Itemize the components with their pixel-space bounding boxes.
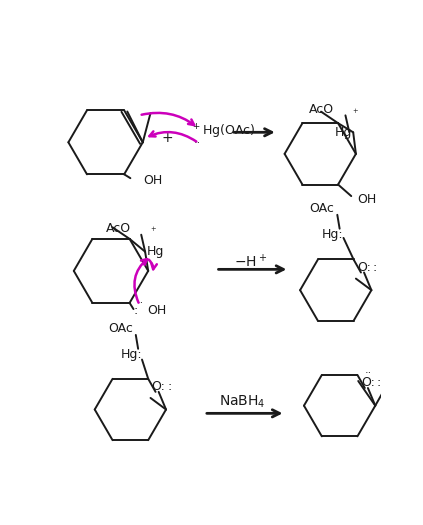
Text: ··: ··: [193, 138, 201, 148]
Text: ··: ··: [137, 298, 144, 308]
Text: +: +: [162, 131, 173, 145]
Text: :: :: [376, 376, 381, 389]
Text: NaBH$_4$: NaBH$_4$: [220, 394, 266, 410]
Text: $^+$Hg(OAc): $^+$Hg(OAc): [191, 123, 255, 141]
Text: OAc: OAc: [309, 202, 334, 215]
Text: AcO: AcO: [106, 222, 131, 235]
Text: $-$H$^+$: $-$H$^+$: [234, 253, 267, 270]
Text: O:: O:: [361, 376, 375, 389]
Text: Hg:: Hg:: [121, 348, 142, 361]
Text: :: :: [373, 260, 377, 274]
Text: OH: OH: [143, 174, 163, 187]
Text: :: :: [133, 304, 137, 317]
Text: OAc: OAc: [108, 322, 133, 335]
Text: Hg: Hg: [147, 245, 164, 258]
Text: ··: ··: [364, 369, 371, 379]
Text: Hg: Hg: [334, 126, 352, 139]
Text: AcO: AcO: [309, 103, 334, 116]
Text: O:: O:: [357, 260, 371, 274]
Text: :: :: [168, 380, 172, 393]
Text: $^+$: $^+$: [149, 226, 157, 236]
Text: OH: OH: [357, 193, 377, 206]
Text: Hg:: Hg:: [322, 227, 343, 240]
Text: O:: O:: [152, 380, 165, 393]
Text: $^+$: $^+$: [351, 108, 359, 118]
Text: OH: OH: [148, 304, 167, 317]
